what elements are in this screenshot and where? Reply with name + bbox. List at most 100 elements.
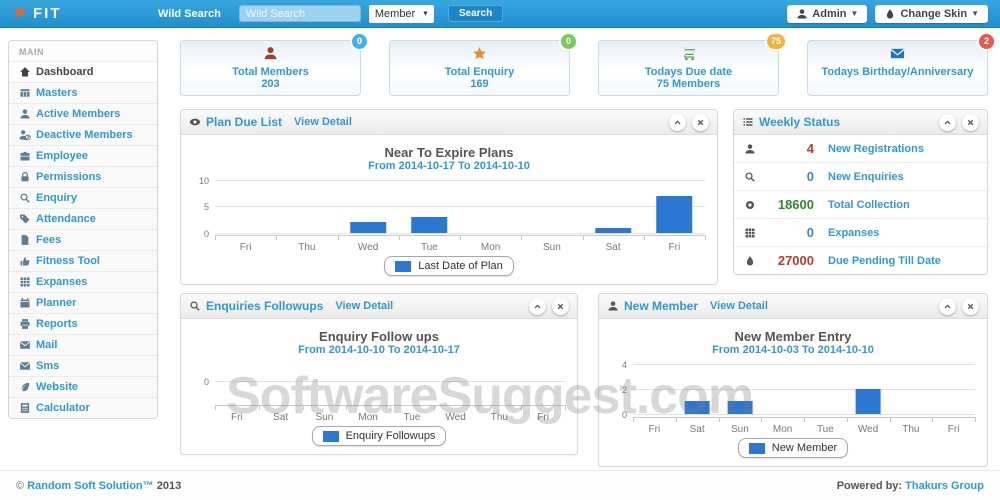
- collapse-button[interactable]: [939, 297, 956, 315]
- gridline: 0: [204, 229, 705, 239]
- x-axis-tick: [889, 417, 891, 422]
- sidebar-item-employee[interactable]: Employee: [9, 145, 157, 166]
- collapse-button[interactable]: [529, 297, 546, 315]
- x-axis-tick: [215, 405, 216, 410]
- app-logo[interactable]: FIT: [0, 5, 150, 22]
- stat-card-total-enquiry[interactable]: 0 Total Enquiry 169: [389, 34, 576, 96]
- sidebar-item-fitness-tool[interactable]: Fitness Tool: [9, 250, 157, 271]
- stat-value: 169: [470, 78, 489, 90]
- table-icon: [19, 87, 31, 99]
- x-axis-tick-label: Thu: [298, 242, 316, 253]
- x-axis-tick-label: Tue: [816, 424, 834, 435]
- x-axis-tick: [705, 235, 706, 240]
- sidebar-item-active-members[interactable]: Active Members: [9, 103, 157, 124]
- stat-card-total-members[interactable]: 0 Total Members 203: [180, 34, 367, 96]
- sidebar-item-expanses[interactable]: Expanses: [9, 271, 157, 292]
- y-axis-tick-label: 10: [198, 176, 209, 186]
- change-skin-button[interactable]: Change Skin ▼: [875, 4, 988, 23]
- chart-subtitle: From 2014-10-03 To 2014-10-10: [712, 344, 874, 356]
- weekly-label[interactable]: Expanses: [828, 226, 880, 239]
- grid-icon: [19, 276, 31, 288]
- briefcase-icon: [19, 150, 31, 162]
- envelope-icon: [19, 339, 31, 351]
- wild-search-input[interactable]: [238, 5, 361, 22]
- user-icon: [607, 300, 619, 312]
- sidebar-item-calculator[interactable]: Calculator: [9, 397, 157, 418]
- star-icon: [472, 46, 487, 61]
- close-button[interactable]: [962, 113, 979, 131]
- stat-card-todays-birthday-anniversary[interactable]: 2 Todays Birthday/Anniversary: [807, 34, 994, 96]
- weekly-label[interactable]: New Enquiries: [828, 170, 904, 183]
- chart-title: Enquiry Follow ups: [319, 329, 439, 344]
- legend-label: Last Date of Plan: [418, 260, 503, 272]
- sidebar-item-attendance[interactable]: Attendance: [9, 208, 157, 229]
- weekly-row-total-collection: 18600 Total Collection: [734, 191, 987, 219]
- new-member-chart-plot: 0 2 4: [622, 360, 976, 422]
- sidebar-item-dashboard[interactable]: Dashboard: [9, 61, 157, 82]
- search-icon: [19, 192, 31, 204]
- sidebar-item-enquiry[interactable]: Enquiry: [9, 187, 157, 208]
- enquiries-followups-panel: Enquiries Followups View Detail Enquiry …: [180, 293, 578, 455]
- weekly-label[interactable]: Total Collection: [828, 198, 910, 211]
- weekly-label[interactable]: Due Pending Till Date: [828, 254, 941, 267]
- x-axis-tick-label: Sat: [273, 412, 289, 423]
- legend-swatch: [395, 260, 412, 272]
- droplet-icon: [884, 8, 896, 20]
- stat-title: Todays Birthday/Anniversary: [821, 66, 974, 78]
- x-axis-labels: Fri Sat Sun Mon Tue Wed Thu Fri: [215, 412, 565, 423]
- x-axis-tick: [675, 417, 677, 422]
- close-button[interactable]: [962, 297, 979, 315]
- envelope-icon: [890, 46, 905, 61]
- sidebar-item-reports[interactable]: Reports: [9, 313, 157, 334]
- view-detail-link[interactable]: View Detail: [335, 300, 394, 312]
- company-link[interactable]: Random Soft Solution™: [27, 479, 154, 492]
- thumbs-up-icon: [19, 255, 31, 267]
- sidebar-item-sms[interactable]: Sms: [9, 355, 157, 376]
- plan-due-list-panel: Plan Due List View Detail Near To Expire…: [180, 109, 718, 285]
- sidebar-item-website[interactable]: Website: [9, 376, 157, 397]
- eye-icon: [189, 116, 201, 128]
- search-icon: [744, 171, 758, 183]
- sidebar-item-planner[interactable]: Planner: [9, 292, 157, 313]
- status-badge: 0: [352, 34, 367, 49]
- stat-card-todays-due-date[interactable]: 75 Todays Due date 75 Members: [598, 34, 785, 96]
- sidebar-item-deactive-members[interactable]: Deactive Members: [9, 124, 157, 145]
- sidebar-item-masters[interactable]: Masters: [9, 82, 157, 103]
- bar: [855, 388, 881, 414]
- wild-search-label: Wild Search: [158, 7, 221, 20]
- admin-menu-button[interactable]: Admin ▼: [787, 4, 868, 23]
- view-detail-link[interactable]: View Detail: [294, 116, 352, 128]
- status-badge: 0: [561, 34, 576, 49]
- weekly-label[interactable]: New Registrations: [828, 142, 924, 155]
- collapse-button[interactable]: [939, 113, 956, 131]
- weekly-status-panel: Weekly Status 4 New Registrations 0 New …: [733, 109, 988, 275]
- sidebar-item-permissions[interactable]: Permissions: [9, 166, 157, 187]
- lock-icon: [19, 171, 31, 183]
- sidebar-item-mail[interactable]: Mail: [9, 334, 157, 355]
- weekly-value: 18600: [777, 197, 814, 212]
- chart-title: New Member Entry: [734, 329, 852, 344]
- panel-title: Plan Due List: [206, 115, 283, 129]
- search-button[interactable]: Search: [447, 5, 504, 22]
- search-icon: [189, 300, 201, 312]
- view-detail-link[interactable]: View Detail: [710, 300, 768, 312]
- gridline: 0: [204, 377, 565, 387]
- y-axis-tick-label: 0: [203, 228, 209, 239]
- user-icon: [19, 108, 31, 120]
- weekly-row-new-enquiries: 0 New Enquiries: [734, 163, 987, 191]
- collapse-button[interactable]: [669, 113, 686, 131]
- search-category-select[interactable]: Member: [368, 4, 434, 23]
- powered-company-link[interactable]: Thakurs Group: [905, 479, 984, 492]
- cart-icon: [681, 46, 696, 61]
- close-button[interactable]: [692, 113, 709, 131]
- sidebar-section-label: MAIN: [19, 47, 44, 57]
- bar: [411, 217, 448, 233]
- x-axis-tick-label: Thu: [490, 412, 508, 423]
- x-axis-tick: [975, 417, 976, 422]
- x-axis-tick: [633, 417, 634, 422]
- sidebar-item-fees[interactable]: Fees: [9, 229, 157, 250]
- close-button[interactable]: [552, 297, 569, 315]
- x-axis-tick-label: Mon: [358, 412, 378, 423]
- y-axis-tick-label: 0: [203, 376, 209, 387]
- stat-title: Total Enquiry: [444, 66, 515, 78]
